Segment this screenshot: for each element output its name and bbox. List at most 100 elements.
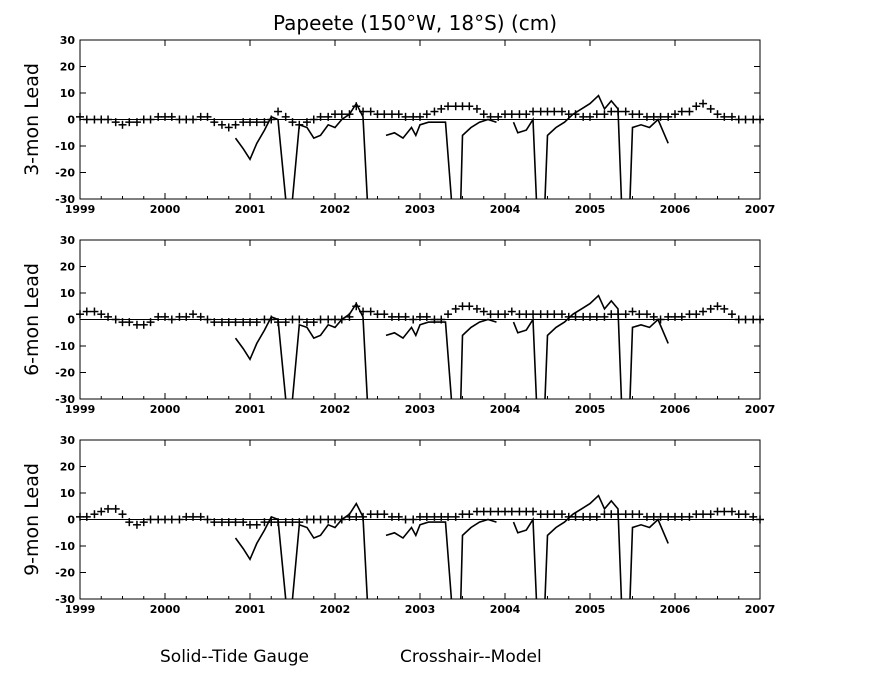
model-point: [749, 315, 758, 324]
model-point: [756, 515, 764, 524]
y-tick-label: 10: [60, 487, 76, 500]
model-point: [649, 512, 658, 521]
model-point: [295, 315, 304, 324]
model-point: [422, 512, 431, 521]
x-tick-label: 2007: [745, 203, 776, 216]
model-point: [387, 512, 396, 521]
model-point: [501, 110, 509, 119]
model-point: [579, 312, 588, 321]
x-tick-label: 2005: [575, 203, 606, 216]
model-point: [507, 110, 516, 119]
model-point: [231, 518, 240, 527]
model-point: [692, 510, 701, 519]
model-point: [515, 110, 524, 119]
x-tick-label: 2003: [405, 203, 436, 216]
model-point: [76, 112, 84, 121]
model-point: [260, 315, 269, 324]
model-point: [295, 120, 304, 129]
model-point: [416, 312, 424, 321]
model-point: [203, 315, 212, 324]
model-point: [394, 312, 403, 321]
model-point: [621, 510, 630, 519]
model-point: [677, 107, 686, 116]
model-point: [586, 112, 594, 121]
model-point: [494, 112, 503, 121]
model-point: [586, 312, 594, 321]
model-point: [409, 315, 418, 324]
model-point: [316, 315, 325, 324]
model-point: [586, 512, 594, 521]
model-point: [515, 507, 524, 516]
model-point: [182, 312, 191, 321]
model-point: [345, 312, 354, 321]
model-point: [380, 110, 389, 119]
model-point: [90, 115, 99, 124]
model-point: [175, 312, 184, 321]
model-point: [161, 112, 169, 121]
y-tick-label: -30: [55, 193, 75, 206]
model-point: [274, 107, 283, 116]
y-tick-label: -30: [55, 393, 75, 406]
model-point: [458, 302, 467, 311]
model-point: [352, 512, 361, 521]
x-tick-label: 2002: [320, 403, 351, 416]
model-point: [118, 120, 127, 129]
tide-gauge-line: [291, 501, 369, 600]
x-tick-label: 2005: [575, 403, 606, 416]
model-point: [267, 115, 276, 124]
model-point: [507, 507, 516, 516]
model-point: [486, 507, 495, 516]
x-tick-label: 2003: [405, 603, 436, 616]
model-point: [359, 307, 368, 316]
model-point: [592, 110, 601, 119]
tide-gauge-line: [234, 315, 287, 400]
model-point: [401, 515, 410, 524]
tide-gauge-line: [385, 321, 453, 400]
model-point: [494, 507, 503, 516]
model-point: [104, 504, 113, 513]
model-point: [628, 510, 637, 519]
x-tick-label: 1999: [65, 403, 96, 416]
model-point: [685, 107, 694, 116]
model-point: [132, 118, 141, 127]
model-point: [529, 310, 538, 319]
model-point: [337, 110, 346, 119]
y-tick-label: 0: [67, 314, 75, 327]
model-point: [82, 115, 91, 124]
x-tick-label: 2007: [745, 603, 776, 616]
model-point: [387, 312, 396, 321]
model-point: [451, 102, 460, 111]
model-point: [635, 510, 644, 519]
model-point: [621, 310, 630, 319]
model-point: [380, 310, 389, 319]
y-tick-label: 30: [60, 434, 76, 447]
model-point: [139, 115, 148, 124]
model-point: [366, 107, 375, 116]
y-tick-label: 0: [67, 114, 75, 127]
y-tick-label: -20: [55, 567, 75, 580]
model-point: [501, 507, 509, 516]
model-point: [373, 310, 382, 319]
model-point: [246, 318, 254, 327]
model-point: [734, 315, 743, 324]
model-point: [196, 312, 205, 321]
model-point: [366, 510, 375, 519]
model-point: [727, 507, 736, 516]
model-point: [564, 512, 573, 521]
model-point: [281, 318, 290, 327]
model-point: [203, 515, 212, 524]
model-point: [649, 312, 658, 321]
model-point: [550, 107, 559, 116]
model-point: [543, 310, 552, 319]
model-point: [465, 510, 474, 519]
model-point: [182, 115, 191, 124]
model-point: [132, 320, 141, 329]
model-point: [422, 110, 431, 119]
model-point: [685, 512, 694, 521]
tide-gauge-line: [385, 521, 453, 600]
y-axis-label: 3-mon Lead: [21, 63, 43, 176]
model-point: [430, 315, 439, 324]
x-tick-label: 2007: [745, 403, 776, 416]
model-point: [607, 310, 616, 319]
